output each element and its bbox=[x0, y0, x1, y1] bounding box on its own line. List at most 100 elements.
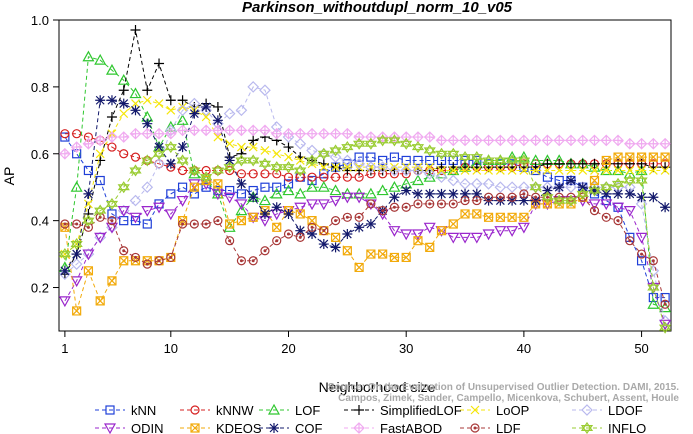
point-simplifiedlof bbox=[177, 95, 188, 106]
legend-label-odin: ODIN bbox=[131, 421, 164, 434]
point-odin bbox=[600, 199, 613, 211]
point-knn bbox=[413, 155, 423, 166]
point-cof bbox=[342, 229, 353, 240]
point-ldf bbox=[413, 199, 423, 209]
point-kdeos bbox=[342, 246, 352, 256]
point-loop bbox=[389, 162, 399, 172]
point-kdeos bbox=[448, 219, 458, 229]
point-ldof bbox=[223, 107, 236, 120]
point-odin bbox=[82, 249, 95, 261]
point-loop bbox=[201, 112, 211, 122]
point-ldf bbox=[72, 219, 82, 229]
point-odin bbox=[211, 189, 224, 201]
point-inflo bbox=[541, 191, 554, 204]
point-ldf-ring bbox=[495, 192, 505, 202]
point-ldf-dot bbox=[75, 222, 79, 226]
point-fastabod bbox=[376, 131, 389, 143]
point-cof bbox=[483, 195, 494, 206]
point-ldf-ring bbox=[154, 256, 164, 266]
point-ldof bbox=[129, 194, 142, 207]
point-fastabod bbox=[588, 134, 601, 147]
point-ldf-ring bbox=[483, 192, 494, 202]
point-simplifiedlof bbox=[236, 148, 247, 159]
point-ldf-dot bbox=[287, 232, 290, 236]
series-simplifiedlof bbox=[59, 25, 671, 280]
point-loop bbox=[272, 149, 282, 159]
point-ldof bbox=[188, 97, 201, 110]
point-loop bbox=[142, 95, 152, 105]
point-loop bbox=[83, 199, 93, 209]
legend-marker-ldf-ring bbox=[470, 423, 480, 433]
point-ldf bbox=[613, 216, 623, 226]
point-loop bbox=[437, 166, 446, 175]
point-ldf-ring bbox=[613, 216, 623, 226]
point-knnw bbox=[72, 129, 82, 139]
point-fastabod bbox=[541, 134, 554, 147]
legend-label-ldf: LDF bbox=[496, 421, 521, 434]
point-inflo bbox=[458, 151, 472, 164]
point-simplifiedlof bbox=[624, 158, 635, 169]
point-lof bbox=[82, 50, 95, 62]
point-ldf-ring bbox=[507, 192, 517, 202]
point-cof bbox=[495, 195, 506, 206]
point-loop bbox=[613, 166, 623, 175]
legend-label-ldof: LDOF bbox=[608, 403, 643, 418]
point-inflo bbox=[247, 154, 260, 167]
point-lof bbox=[258, 194, 271, 206]
point-odin bbox=[164, 209, 177, 221]
point-ldf-dot bbox=[181, 222, 185, 226]
point-ldf bbox=[648, 256, 658, 266]
legend-marker-simplifiedlof bbox=[354, 405, 364, 415]
point-inflo bbox=[647, 281, 660, 294]
point-knnw bbox=[248, 169, 258, 179]
point-fastabod bbox=[553, 134, 566, 147]
point-ldf bbox=[166, 252, 176, 263]
point-ldf-ring bbox=[401, 202, 411, 212]
point-simplifiedlof bbox=[565, 158, 576, 169]
x-tick-label: 40 bbox=[517, 341, 531, 356]
point-loop bbox=[637, 166, 647, 175]
point-ldf-dot bbox=[334, 219, 338, 223]
x-tick-label: 50 bbox=[634, 341, 648, 356]
point-fastabod bbox=[647, 137, 660, 150]
point-lof bbox=[329, 184, 342, 196]
point-ldf-dot bbox=[604, 215, 608, 219]
point-inflo bbox=[305, 154, 319, 167]
point-kdeos bbox=[83, 266, 94, 276]
point-knn bbox=[378, 155, 388, 166]
point-knn bbox=[542, 172, 553, 182]
point-fastabod bbox=[412, 131, 424, 143]
point-odin bbox=[117, 206, 130, 217]
point-kdeos bbox=[72, 306, 82, 316]
point-inflo bbox=[341, 141, 354, 154]
point-cof bbox=[295, 225, 306, 236]
point-ldof bbox=[376, 161, 389, 173]
point-ldf-dot bbox=[628, 239, 632, 243]
point-loop bbox=[260, 145, 270, 155]
point-fastabod bbox=[353, 131, 365, 143]
point-ldf-dot bbox=[157, 259, 161, 263]
point-ldf-dot bbox=[440, 202, 443, 206]
point-fastabod bbox=[470, 134, 483, 147]
point-ldof bbox=[141, 181, 154, 194]
point-inflo bbox=[294, 164, 307, 177]
point-kdeos bbox=[589, 175, 600, 186]
point-fastabod bbox=[247, 124, 260, 137]
point-inflo bbox=[282, 161, 295, 174]
point-ldf-dot bbox=[251, 259, 255, 263]
point-odin bbox=[223, 192, 236, 204]
legend-marker-fastabod bbox=[353, 422, 365, 434]
point-ldof bbox=[247, 81, 260, 93]
point-ldf bbox=[448, 199, 458, 209]
point-fastabod bbox=[188, 124, 201, 137]
point-ldf-ring bbox=[319, 226, 329, 236]
point-cof bbox=[236, 178, 247, 189]
point-odin bbox=[329, 195, 342, 207]
point-ldof bbox=[447, 174, 460, 187]
point-lof bbox=[388, 180, 401, 192]
point-knnw bbox=[119, 149, 129, 159]
point-odin bbox=[588, 199, 601, 211]
point-simplifiedlof bbox=[142, 85, 153, 96]
point-fastabod bbox=[223, 124, 236, 137]
point-ldf-ring bbox=[425, 199, 435, 209]
